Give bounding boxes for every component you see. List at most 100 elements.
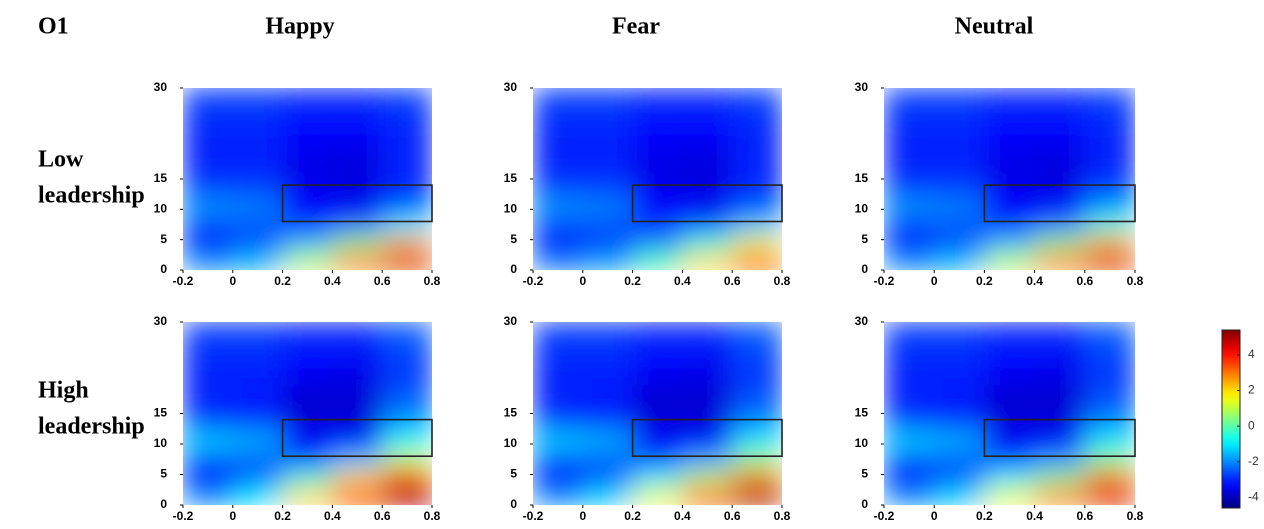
heatmap-cell [682,486,733,505]
heatmap-cell [382,233,432,253]
x-tick-label: 0.4 [1026,274,1043,288]
row-label: Low [38,147,84,173]
heatmap-cell [232,233,284,253]
heatmap-cell [984,88,1036,119]
heatmap-cell [232,197,284,216]
heatmap-cell [984,352,1036,384]
heatmap-cell [382,148,432,177]
x-tick-label: 0.8 [424,274,441,288]
heatmap-cell [282,197,333,216]
heatmap-cell [282,175,333,198]
heatmap-cell [382,118,432,150]
heatmap-cell [984,233,1036,253]
heatmap-cell [533,468,584,488]
heatmap-cell [582,322,634,353]
y-tick-label: 10 [855,436,869,450]
y-tick-label: 5 [510,232,517,246]
heatmap-cell [183,233,234,253]
heatmap-cell [582,197,634,216]
heatmap-cell [884,486,935,505]
heatmap-cell [1034,352,1086,384]
heatmap-cell [183,197,234,216]
row-label: leadership [38,414,145,440]
heatmap-cell [1084,486,1135,505]
x-tick-label: 0.4 [674,274,691,288]
heatmap-cell [533,175,584,198]
heatmap-cells [533,322,782,505]
x-tick-label: -0.2 [874,509,895,523]
heatmap-cell [533,148,584,177]
heatmap-cell [582,88,634,119]
x-tick-label: -0.2 [874,274,895,288]
x-tick-label: 0.6 [1076,509,1093,523]
heatmap-cell [382,352,432,384]
heatmap-cell [382,215,432,235]
x-tick-label: 0 [579,274,586,288]
heatmap-cell [183,383,234,411]
heatmap-cell [533,233,584,253]
heatmap-cell [332,468,383,488]
heatmap-cell [1034,251,1086,270]
heatmap-cell [1084,410,1135,433]
heatmap-cell [632,450,683,469]
heatmap-cell [232,88,284,119]
heatmap-cell [282,450,333,469]
x-tick-label: 0 [931,274,938,288]
y-tick-label: 30 [154,80,168,94]
heatmap-cell [1084,352,1135,384]
heatmap-cell [682,175,733,198]
heatmap-cell [582,233,634,253]
heatmap-cell [332,88,383,119]
y-tick-label: 5 [510,467,517,481]
heatmap-cell [282,148,333,177]
heatmap-cell [232,251,284,270]
y-tick-label: 0 [160,497,167,511]
x-tick-label: 0.4 [324,274,341,288]
heatmap-cell [984,322,1036,353]
heatmap-cell [382,486,432,505]
heatmap-cell [183,118,234,150]
heatmap-cell [732,148,782,177]
heatmap-cell [282,215,333,235]
heatmap-cell [984,431,1036,451]
y-tick-label: 10 [855,202,869,216]
heatmap-cell [884,410,935,433]
colorbar-tick-label: -2 [1248,454,1259,468]
heatmap-cell [934,233,985,253]
heatmap-cell [1084,383,1135,411]
heatmap-cell [332,322,383,353]
heatmap-cell [884,175,935,198]
heatmap-cell [1034,410,1086,433]
heatmap-cell [732,118,782,150]
heatmap-cell [282,233,333,253]
heatmap-cell [884,148,935,177]
y-tick-label: 10 [504,436,518,450]
roi-box [281,418,433,458]
heatmap-cell [332,215,383,235]
heatmap-cell [332,352,383,384]
x-tick-label: 0.2 [976,274,993,288]
heatmap-cell [282,118,333,150]
heatmap-cell [682,118,733,150]
heatmap-cells [183,88,432,270]
heatmap-cell [632,233,683,253]
heatmap-cell [533,410,584,433]
heatmap-cell [682,450,733,469]
heatmap-cell [1084,148,1135,177]
heatmap-cell [232,352,284,384]
heatmap-cell [1084,197,1135,216]
row-label: High [38,378,89,404]
heatmap-cell [934,450,985,469]
heatmap-cell [1034,148,1086,177]
heatmap-cell [1034,233,1086,253]
heatmap-cell [934,410,985,433]
heatmap-cell [884,197,935,216]
heatmap-cell [232,118,284,150]
heatmap-cell [1034,215,1086,235]
colorbar-tick-label: 2 [1248,383,1255,397]
heatmap-cell [382,88,432,119]
heatmap-cell [632,215,683,235]
heatmap-cell [183,322,234,353]
heatmap-cell [332,118,383,150]
x-tick-label: 0.6 [374,509,391,523]
